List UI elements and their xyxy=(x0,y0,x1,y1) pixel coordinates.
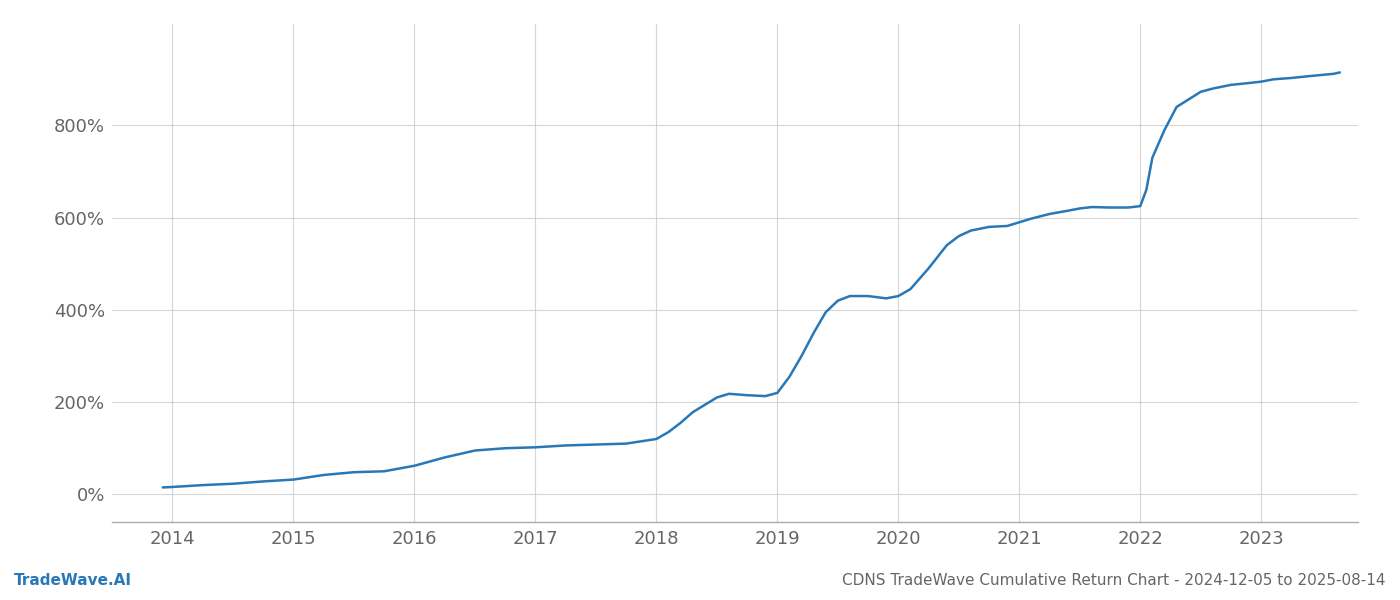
Text: CDNS TradeWave Cumulative Return Chart - 2024-12-05 to 2025-08-14: CDNS TradeWave Cumulative Return Chart -… xyxy=(843,573,1386,588)
Text: TradeWave.AI: TradeWave.AI xyxy=(14,573,132,588)
